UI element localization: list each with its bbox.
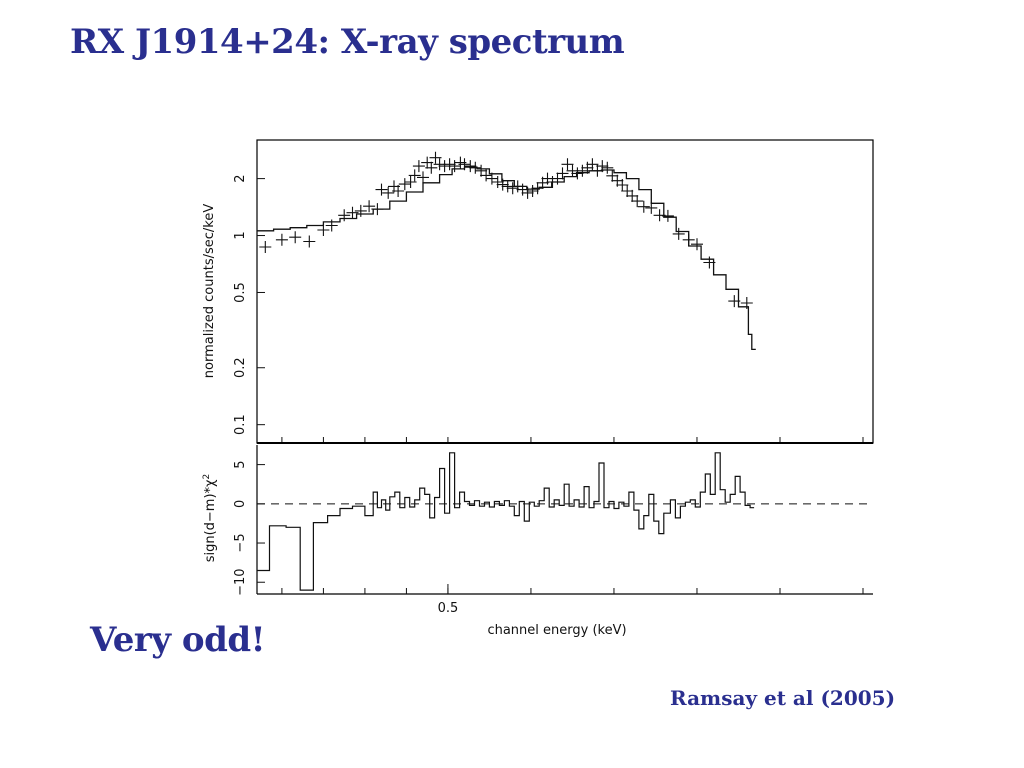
data-point: [408, 169, 421, 182]
residual-y-tick-label: −10: [233, 568, 248, 595]
data-point: [626, 189, 639, 202]
spectrum-y-tick-label: 0.2: [233, 357, 248, 378]
data-point: [521, 186, 534, 199]
residual-panel: −10 −5 0 5 0.5: [233, 442, 873, 616]
data-point: [275, 233, 288, 246]
data-point: [346, 206, 359, 219]
data-point: [606, 169, 619, 182]
data-point: [469, 161, 482, 174]
residual-step-line: [257, 452, 755, 591]
data-point: [601, 161, 614, 174]
data-point: [506, 182, 519, 195]
data-point: [546, 176, 559, 188]
spectrum-y-tick-label: 1: [233, 231, 248, 239]
data-point: [363, 200, 376, 213]
data-point: [551, 172, 564, 185]
data-point: [325, 219, 338, 232]
data-point: [480, 169, 493, 182]
data-point: [516, 183, 529, 196]
data-point: [485, 172, 498, 185]
x-tick-label: 0.5: [438, 601, 459, 616]
data-point: [637, 200, 650, 213]
data-point: [653, 209, 666, 222]
data-point: [371, 203, 384, 216]
data-point: [398, 178, 411, 191]
data-point: [645, 201, 658, 214]
data-point: [531, 182, 544, 195]
model-step-line: [257, 166, 756, 351]
data-point: [458, 158, 471, 171]
residual-y-tick-label: −5: [233, 533, 248, 552]
data-point: [621, 185, 634, 197]
data-point: [412, 160, 425, 173]
data-point: [496, 178, 509, 191]
data-point: [289, 231, 302, 244]
data-point: [682, 233, 695, 246]
spectrum-panel: 0.1 0.2 0.5 1 2: [233, 139, 874, 444]
data-point: [672, 227, 685, 240]
data-point: [375, 183, 388, 196]
data-point: [591, 164, 604, 177]
data-point: [740, 297, 753, 309]
data-point: [586, 158, 599, 171]
data-point: [511, 180, 524, 193]
residual-y-label-superscript: 2: [202, 474, 212, 480]
data-point: [475, 164, 488, 177]
data-point: [448, 160, 461, 173]
data-point: [404, 176, 417, 188]
data-point: [417, 171, 429, 184]
data-point: [303, 235, 316, 248]
data-point: [616, 179, 629, 191]
data-point: [317, 224, 330, 236]
data-point: [464, 160, 477, 173]
data-point: [354, 204, 367, 217]
data-point: [661, 209, 674, 222]
data-point: [556, 167, 569, 180]
data-point: [596, 160, 609, 173]
slide-title: RX J1914+24: X-ray spectrum: [70, 22, 625, 62]
data-point: [491, 176, 504, 188]
slide-credit: Ramsay et al (2005): [670, 686, 896, 710]
residual-y-axis-label: sign(d−m)*χ2: [202, 474, 218, 563]
spectrum-y-tick-label: 2: [233, 174, 248, 182]
data-point: [425, 161, 438, 174]
data-point: [561, 158, 574, 171]
data-point: [571, 167, 584, 180]
data-point: [338, 209, 351, 222]
spectrum-y-tick-label: 0.5: [233, 282, 248, 303]
slide-note: Very odd!: [90, 620, 266, 660]
data-point: [631, 195, 644, 208]
data-point: [728, 295, 741, 308]
data-point: [429, 151, 442, 164]
residual-y-tick-label: 5: [233, 460, 248, 468]
spectrum-y-tick-label: 0.1: [233, 414, 248, 435]
data-point: [259, 241, 272, 253]
data-point: [703, 256, 716, 269]
data-point: [691, 238, 703, 251]
residual-y-tick-label: 0: [233, 500, 248, 508]
x-axis-label: channel energy (keV): [487, 623, 626, 638]
data-point: [526, 185, 539, 197]
data-point: [382, 186, 395, 199]
data-point: [581, 161, 594, 174]
spectrum-y-axis-label: normalized counts/sec/keV: [202, 204, 217, 379]
data-point: [443, 158, 456, 171]
data-point: [576, 164, 589, 177]
spectrum-frame: [256, 139, 874, 444]
data-point: [392, 185, 405, 197]
